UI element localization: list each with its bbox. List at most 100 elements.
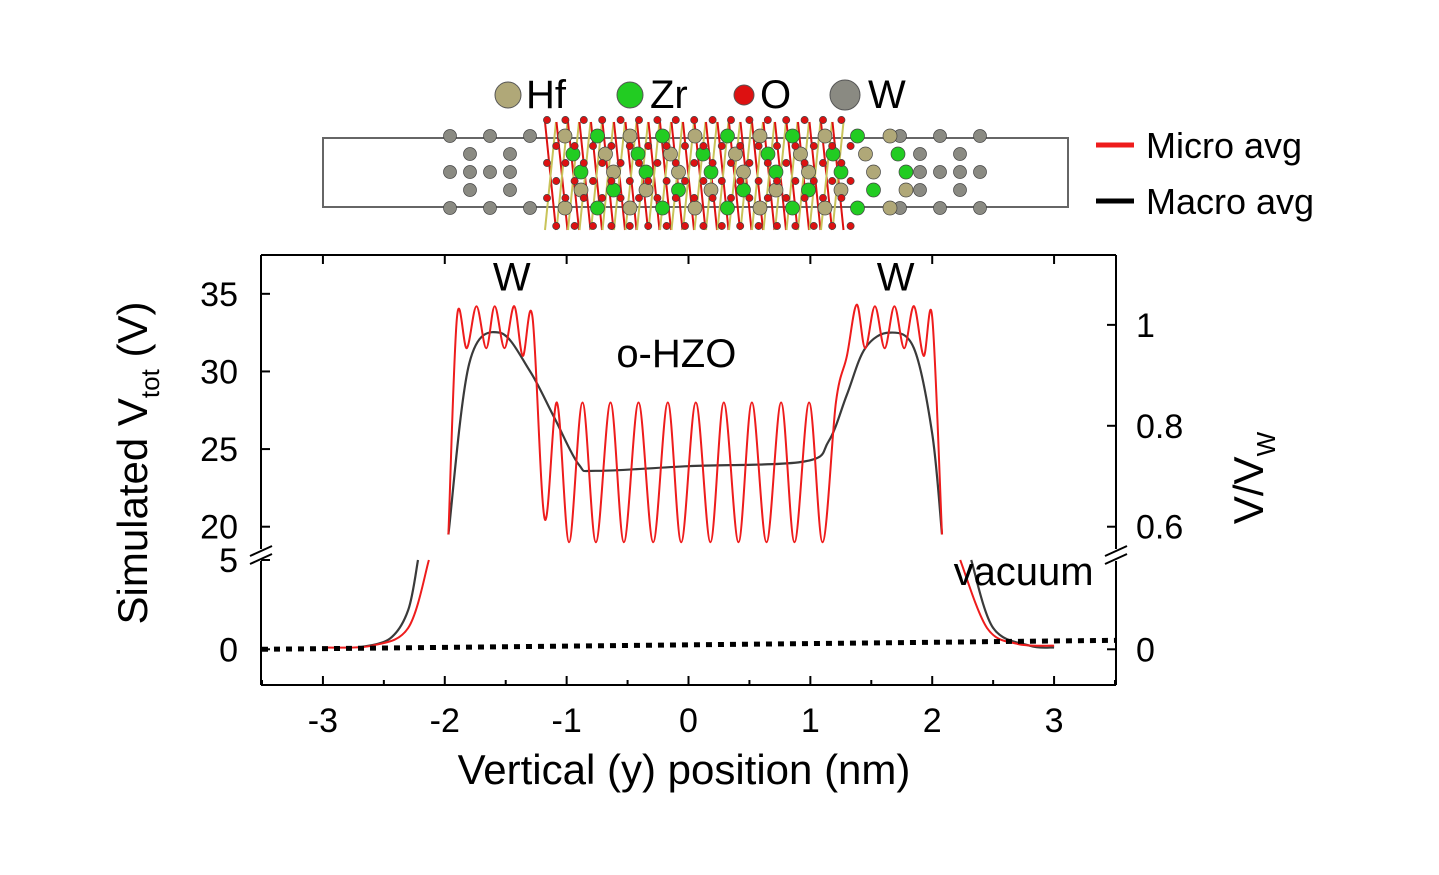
- crystal-atom: [773, 222, 781, 230]
- crystal-atom: [760, 146, 776, 162]
- crystal-atom: [819, 194, 827, 202]
- crystal-atom: [630, 146, 646, 162]
- x-tick-label: 0: [679, 702, 698, 740]
- crystal-atom: [557, 128, 573, 144]
- crystal-atom: [728, 146, 743, 162]
- crystal-atom: [570, 142, 579, 150]
- crystal-atom: [523, 201, 537, 215]
- crystal-atom: [882, 200, 898, 216]
- crystal-atom: [671, 116, 680, 124]
- crystal-atom: [837, 116, 846, 124]
- crystal-atom: [671, 164, 686, 180]
- crystal-atom: [745, 194, 754, 202]
- crystal-atom: [833, 164, 849, 180]
- crystal-atom: [791, 142, 800, 150]
- crystal-atom: [736, 164, 751, 180]
- crystal-atom: [644, 222, 653, 230]
- crystal-atom: [791, 177, 800, 185]
- crystal-atom: [817, 128, 833, 144]
- crystal-atom: [828, 142, 837, 150]
- crystal-atom: [589, 222, 597, 230]
- crystal-atom: [819, 159, 827, 167]
- crystal-atom: [809, 222, 818, 230]
- crystal-atom: [607, 142, 616, 150]
- crystal-atom: [708, 159, 717, 167]
- left-break-mark-1: [249, 545, 273, 557]
- x-tick-label: -2: [430, 702, 460, 740]
- crystal-atom: [616, 159, 625, 167]
- crystal-atom: [953, 165, 967, 179]
- crystal-atom: [561, 116, 570, 124]
- crystal-atom: [561, 194, 570, 202]
- y2-tick-label: 0.6: [1136, 509, 1183, 547]
- crystal-atom: [898, 182, 914, 198]
- crystal-atom: [953, 183, 967, 197]
- crystal-atom: [616, 194, 625, 202]
- x-axis-ticks: -3 -2 -1 0 1 2 3: [261, 255, 1116, 740]
- crystal-atom: [763, 194, 772, 202]
- crystal-atom: [782, 159, 791, 167]
- crystal-atom: [543, 159, 551, 167]
- annotation-o-hzo: o-HZO: [616, 332, 736, 376]
- crystal-atom: [663, 146, 678, 162]
- crystal-atom: [699, 142, 708, 150]
- crystal-atom: [687, 200, 703, 216]
- crystal-atom: [793, 146, 808, 162]
- crystal-atom: [598, 116, 607, 124]
- crystal-atom: [503, 183, 517, 197]
- annotation-vacuum: vacuum: [954, 550, 1094, 594]
- crystal-atoms: [443, 116, 987, 230]
- crystal-atom: [800, 116, 809, 124]
- crystal-atom: [579, 116, 588, 124]
- x-tick-label: 2: [923, 702, 942, 740]
- macro-avg-line: [359, 331, 1055, 649]
- crystal-atom: [662, 222, 671, 230]
- crystal-atom: [671, 194, 680, 202]
- crystal-atom: [736, 222, 745, 230]
- crystal-atom: [463, 183, 477, 197]
- plot-data: [262, 303, 1115, 652]
- y2-tick-label: 1: [1136, 307, 1155, 345]
- crystal-atom: [616, 116, 625, 124]
- crystal-atom: [653, 116, 662, 124]
- crystal-atom: [752, 200, 768, 216]
- y2-axis-ticks: 0 0.6 0.8 1: [1107, 307, 1183, 669]
- crystal-atom: [745, 116, 754, 124]
- crystal-atom: [953, 147, 967, 161]
- crystal-atom: [653, 194, 662, 202]
- crystal-atom: [754, 142, 763, 150]
- crystal-atom: [882, 128, 898, 144]
- x-tick-label: -3: [308, 702, 338, 740]
- crystal-atom: [913, 183, 927, 197]
- w-atom-swatch: [829, 79, 861, 111]
- x-tick-label: -1: [552, 702, 582, 740]
- x-axis-title: Vertical (y) position (nm): [458, 746, 911, 793]
- crystal-atom: [727, 116, 735, 124]
- crystal-atom: [809, 177, 818, 185]
- right-break-mark-1: [1104, 545, 1128, 557]
- crystal-atom: [570, 177, 579, 185]
- crystal-atom: [866, 182, 881, 198]
- crystal-atom: [973, 165, 987, 179]
- crystal-atom: [557, 200, 573, 216]
- crystal-atom: [607, 177, 616, 185]
- crystal-bond: [808, 121, 822, 231]
- crystal-atom: [681, 222, 689, 230]
- crystal-atom: [933, 165, 947, 179]
- crystal-atom: [690, 194, 699, 202]
- crystal-atom: [846, 222, 855, 230]
- crystal-atom: [552, 142, 561, 150]
- crystal-atom: [681, 142, 689, 150]
- crystal-atom: [681, 177, 689, 185]
- crystal-atom: [635, 194, 643, 202]
- crystal-atom: [625, 177, 634, 185]
- crystal-atom: [837, 194, 846, 202]
- crystal-atom: [590, 128, 605, 144]
- crystal-atom: [708, 116, 717, 124]
- crystal-atom: [662, 142, 671, 150]
- crystal-atom: [703, 164, 719, 180]
- o-atom-label: O: [760, 73, 791, 117]
- crystal-atom: [768, 164, 784, 180]
- zero-reference-line: [262, 637, 1115, 652]
- crystal-atom: [483, 165, 497, 179]
